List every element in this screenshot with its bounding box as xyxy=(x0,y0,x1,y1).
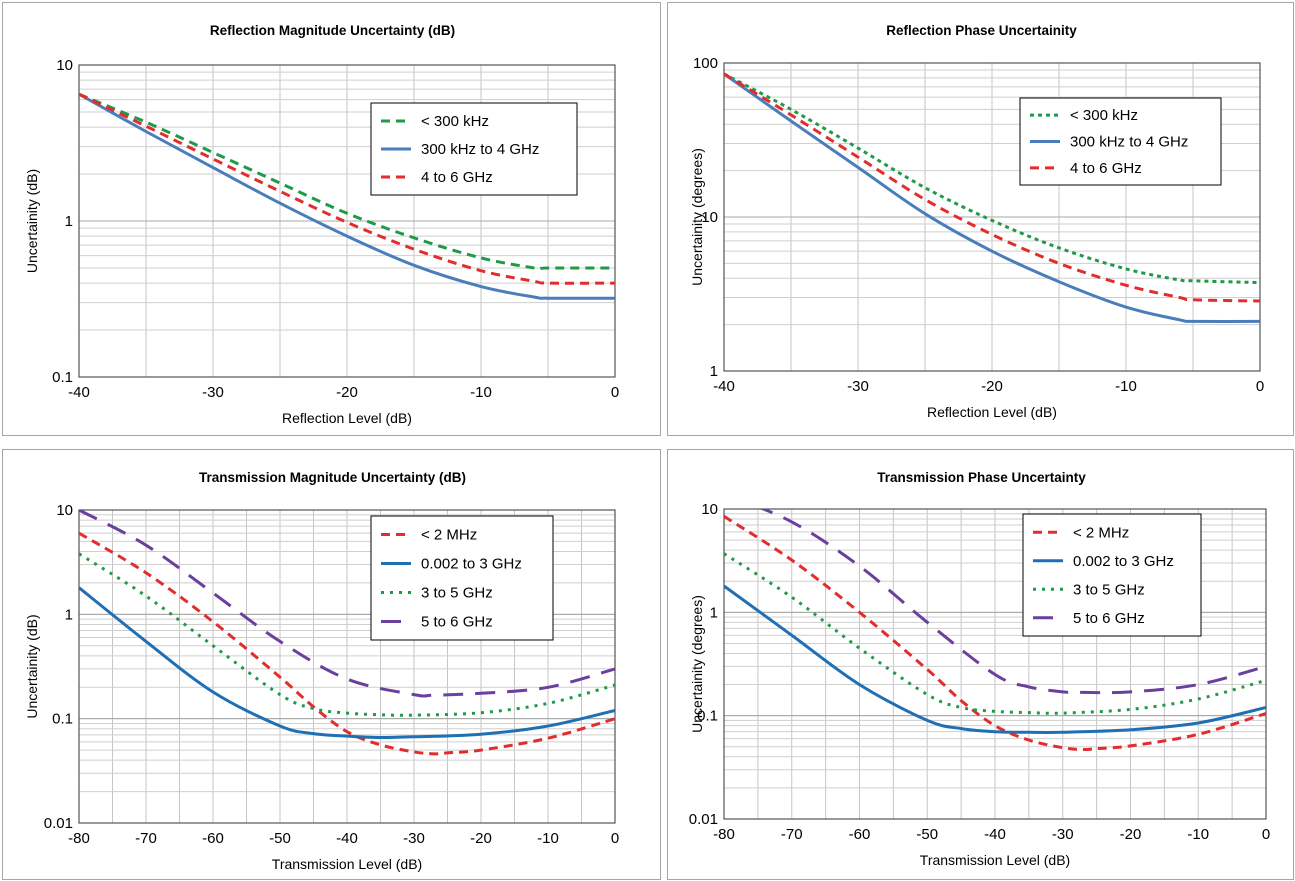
chart-title: Transmission Magnitude Uncertainty (dB) xyxy=(199,470,466,485)
series-line xyxy=(79,92,615,300)
legend-label: 3 to 5 GHz xyxy=(421,585,493,602)
y-axis-label: Uncertainity (degrees) xyxy=(689,595,705,733)
x-tick-label: -10 xyxy=(1187,826,1209,843)
legend-label: 300 kHz to 4 GHz xyxy=(421,141,539,158)
chart-panel-reflection-phase: Reflection Phase Uncertainity -40 -30 -20 -1… xyxy=(667,2,1294,436)
series-line xyxy=(724,72,1260,303)
series-line xyxy=(79,552,615,717)
legend-label: 5 to 6 GHz xyxy=(421,614,493,631)
y-tick-label: 10 xyxy=(56,502,73,519)
series-line xyxy=(759,509,1266,695)
y-axis-label: Uncertainity (dB) xyxy=(24,614,40,718)
chart-panel-transmission-phase: Transmission Phase Uncertainty -80 -70 -60 -… xyxy=(667,449,1294,880)
series-line xyxy=(724,515,1266,752)
x-tick-label: -40 xyxy=(336,830,358,847)
legend-label: 4 to 6 GHz xyxy=(1070,160,1142,177)
y-tick-label: 1 xyxy=(65,606,73,623)
x-tick-label: -70 xyxy=(781,826,803,843)
chart-title: Reflection Magnitude Uncertainty (dB) xyxy=(210,23,455,38)
x-tick-label: -80 xyxy=(713,826,735,843)
x-tick-label: 0 xyxy=(611,384,619,401)
legend-label: < 300 kHz xyxy=(421,113,489,130)
series-line xyxy=(79,531,615,756)
x-tick-label: -10 xyxy=(1115,378,1137,395)
series-line xyxy=(724,584,1266,735)
y-tick-label: 100 xyxy=(693,55,718,72)
x-tick-label: -10 xyxy=(470,384,492,401)
y-tick-label: 1 xyxy=(65,213,73,230)
legend-label: 0.002 to 3 GHz xyxy=(1073,553,1174,570)
chart-svg: Reflection Magnitude Uncertainty (dB) -40… xyxy=(24,23,619,426)
legend-box xyxy=(1022,513,1202,637)
x-tick-label: -20 xyxy=(336,384,358,401)
x-tick-label: -30 xyxy=(847,378,869,395)
chart-svg: Reflection Phase Uncertainity -40 -30 -20 -1… xyxy=(689,23,1264,420)
legend-label: 0.002 to 3 GHz xyxy=(421,556,522,573)
x-axis-label: Reflection Level (dB) xyxy=(282,410,412,426)
legend-label: 3 to 5 GHz xyxy=(1073,581,1145,598)
legend-label: 4 to 6 GHz xyxy=(421,169,493,186)
y-tick-label: 10 xyxy=(701,501,718,518)
x-tick-label: -60 xyxy=(849,826,871,843)
legend-label: < 2 MHz xyxy=(1073,524,1129,541)
x-tick-label: -40 xyxy=(713,378,735,395)
x-tick-label: -30 xyxy=(1052,826,1074,843)
legend: < 2 MHz 0.002 to 3 GHz 3 to 5 GHz 5 to 6 GH… xyxy=(370,515,554,641)
y-tick-label: 1 xyxy=(710,363,718,380)
y-tick-label: 0.1 xyxy=(52,711,73,728)
series-line xyxy=(79,586,615,740)
y-tick-label: 0.1 xyxy=(52,369,73,386)
y-tick-label: 0.1 xyxy=(697,708,718,725)
plot-area xyxy=(723,62,1261,372)
x-axis-label: Transmission Level (dB) xyxy=(272,856,422,872)
y-tick-label: 10 xyxy=(701,209,718,226)
legend-label: < 300 kHz xyxy=(1070,107,1138,124)
x-tick-label: 0 xyxy=(611,830,619,847)
legend: < 2 MHz 0.002 to 3 GHz 3 to 5 GHz 5 to 6 GH… xyxy=(1022,513,1202,637)
y-axis-label: Uncertainity (dB) xyxy=(24,169,40,273)
x-tick-label: -50 xyxy=(916,826,938,843)
chart-panel-reflection-magnitude: Reflection Magnitude Uncertainty (dB) -40… xyxy=(2,2,661,436)
y-tick-label: 10 xyxy=(56,57,73,74)
chart-panel-transmission-magnitude: Transmission Magnitude Uncertainty (dB) -… xyxy=(2,449,661,880)
legend-box xyxy=(370,515,554,641)
x-tick-label: -20 xyxy=(1120,826,1142,843)
x-tick-label: -30 xyxy=(202,384,224,401)
series-line xyxy=(724,72,1260,323)
x-tick-label: -60 xyxy=(202,830,224,847)
chart-title: Transmission Phase Uncertainty xyxy=(877,470,1086,485)
series-line xyxy=(79,92,615,271)
chart-svg: Transmission Phase Uncertainty -80 -70 -60 -… xyxy=(689,470,1270,868)
x-tick-label: -40 xyxy=(984,826,1006,843)
x-tick-label: 0 xyxy=(1262,826,1270,843)
chart-title: Reflection Phase Uncertainity xyxy=(886,23,1077,38)
x-tick-label: -30 xyxy=(403,830,425,847)
series-line xyxy=(79,92,615,285)
x-tick-label: -50 xyxy=(269,830,291,847)
x-tick-label: -70 xyxy=(135,830,157,847)
x-tick-label: 0 xyxy=(1256,378,1264,395)
y-tick-label: 0.01 xyxy=(44,815,73,832)
x-tick-label: -10 xyxy=(537,830,559,847)
y-tick-label: 0.01 xyxy=(689,811,718,828)
x-axis-label: Reflection Level (dB) xyxy=(927,404,1057,420)
legend: < 300 kHz 300 kHz to 4 GHz 4 to 6 GHz xyxy=(1019,97,1222,186)
legend-label: 300 kHz to 4 GHz xyxy=(1070,134,1188,151)
plot-area xyxy=(78,509,616,824)
plot-area xyxy=(723,508,1267,820)
legend: < 300 kHz 300 kHz to 4 GHz 4 to 6 GHz xyxy=(370,102,578,196)
plot-area xyxy=(78,64,616,378)
legend-label: 5 to 6 GHz xyxy=(1073,610,1145,627)
y-axis-label: Uncertainity (degrees) xyxy=(689,148,705,286)
x-tick-label: -40 xyxy=(68,384,90,401)
series-line xyxy=(79,510,615,698)
x-tick-label: -20 xyxy=(470,830,492,847)
x-tick-label: -80 xyxy=(68,830,90,847)
x-tick-label: -20 xyxy=(981,378,1003,395)
y-tick-label: 1 xyxy=(710,604,718,621)
legend-label: < 2 MHz xyxy=(421,527,477,544)
x-axis-label: Transmission Level (dB) xyxy=(920,852,1070,868)
chart-svg: Transmission Magnitude Uncertainty (dB) -… xyxy=(24,470,619,872)
